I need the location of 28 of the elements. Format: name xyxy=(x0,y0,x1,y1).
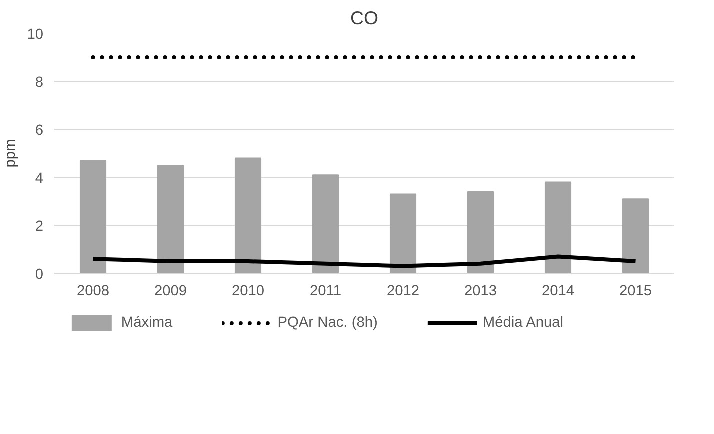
x-tick-label: 2014 xyxy=(542,284,575,300)
y-tick-label: 10 xyxy=(27,27,44,43)
chart-title: CO xyxy=(350,8,378,28)
bar xyxy=(312,174,340,274)
y-tick-label: 0 xyxy=(35,267,44,283)
y-tick-label: 2 xyxy=(35,219,44,235)
x-tick-label: 2010 xyxy=(232,284,265,300)
bar xyxy=(157,165,184,274)
y-tick-label: 8 xyxy=(35,75,44,91)
bar xyxy=(544,182,572,274)
y-tick-label: 4 xyxy=(35,171,44,187)
x-tick-label: 2013 xyxy=(464,284,498,300)
x-tick-label: 2008 xyxy=(76,284,110,300)
y-tick-label: 6 xyxy=(35,123,44,139)
bar xyxy=(234,158,262,274)
x-tick-label: 2011 xyxy=(310,284,342,300)
legend-label: Média Anual xyxy=(482,315,564,331)
bar xyxy=(622,198,650,274)
x-tick-label: 2009 xyxy=(154,284,188,300)
x-tick-label: 2015 xyxy=(619,284,652,300)
bar xyxy=(467,191,494,274)
line-series xyxy=(91,254,638,268)
legend-label: PQAr Nac. (8h) xyxy=(278,315,378,331)
bar xyxy=(390,194,417,274)
y-axis-title: ppm xyxy=(3,139,20,168)
legend-label: Máxima xyxy=(121,315,173,331)
bar xyxy=(80,160,107,274)
x-tick-label: 2012 xyxy=(386,284,420,300)
